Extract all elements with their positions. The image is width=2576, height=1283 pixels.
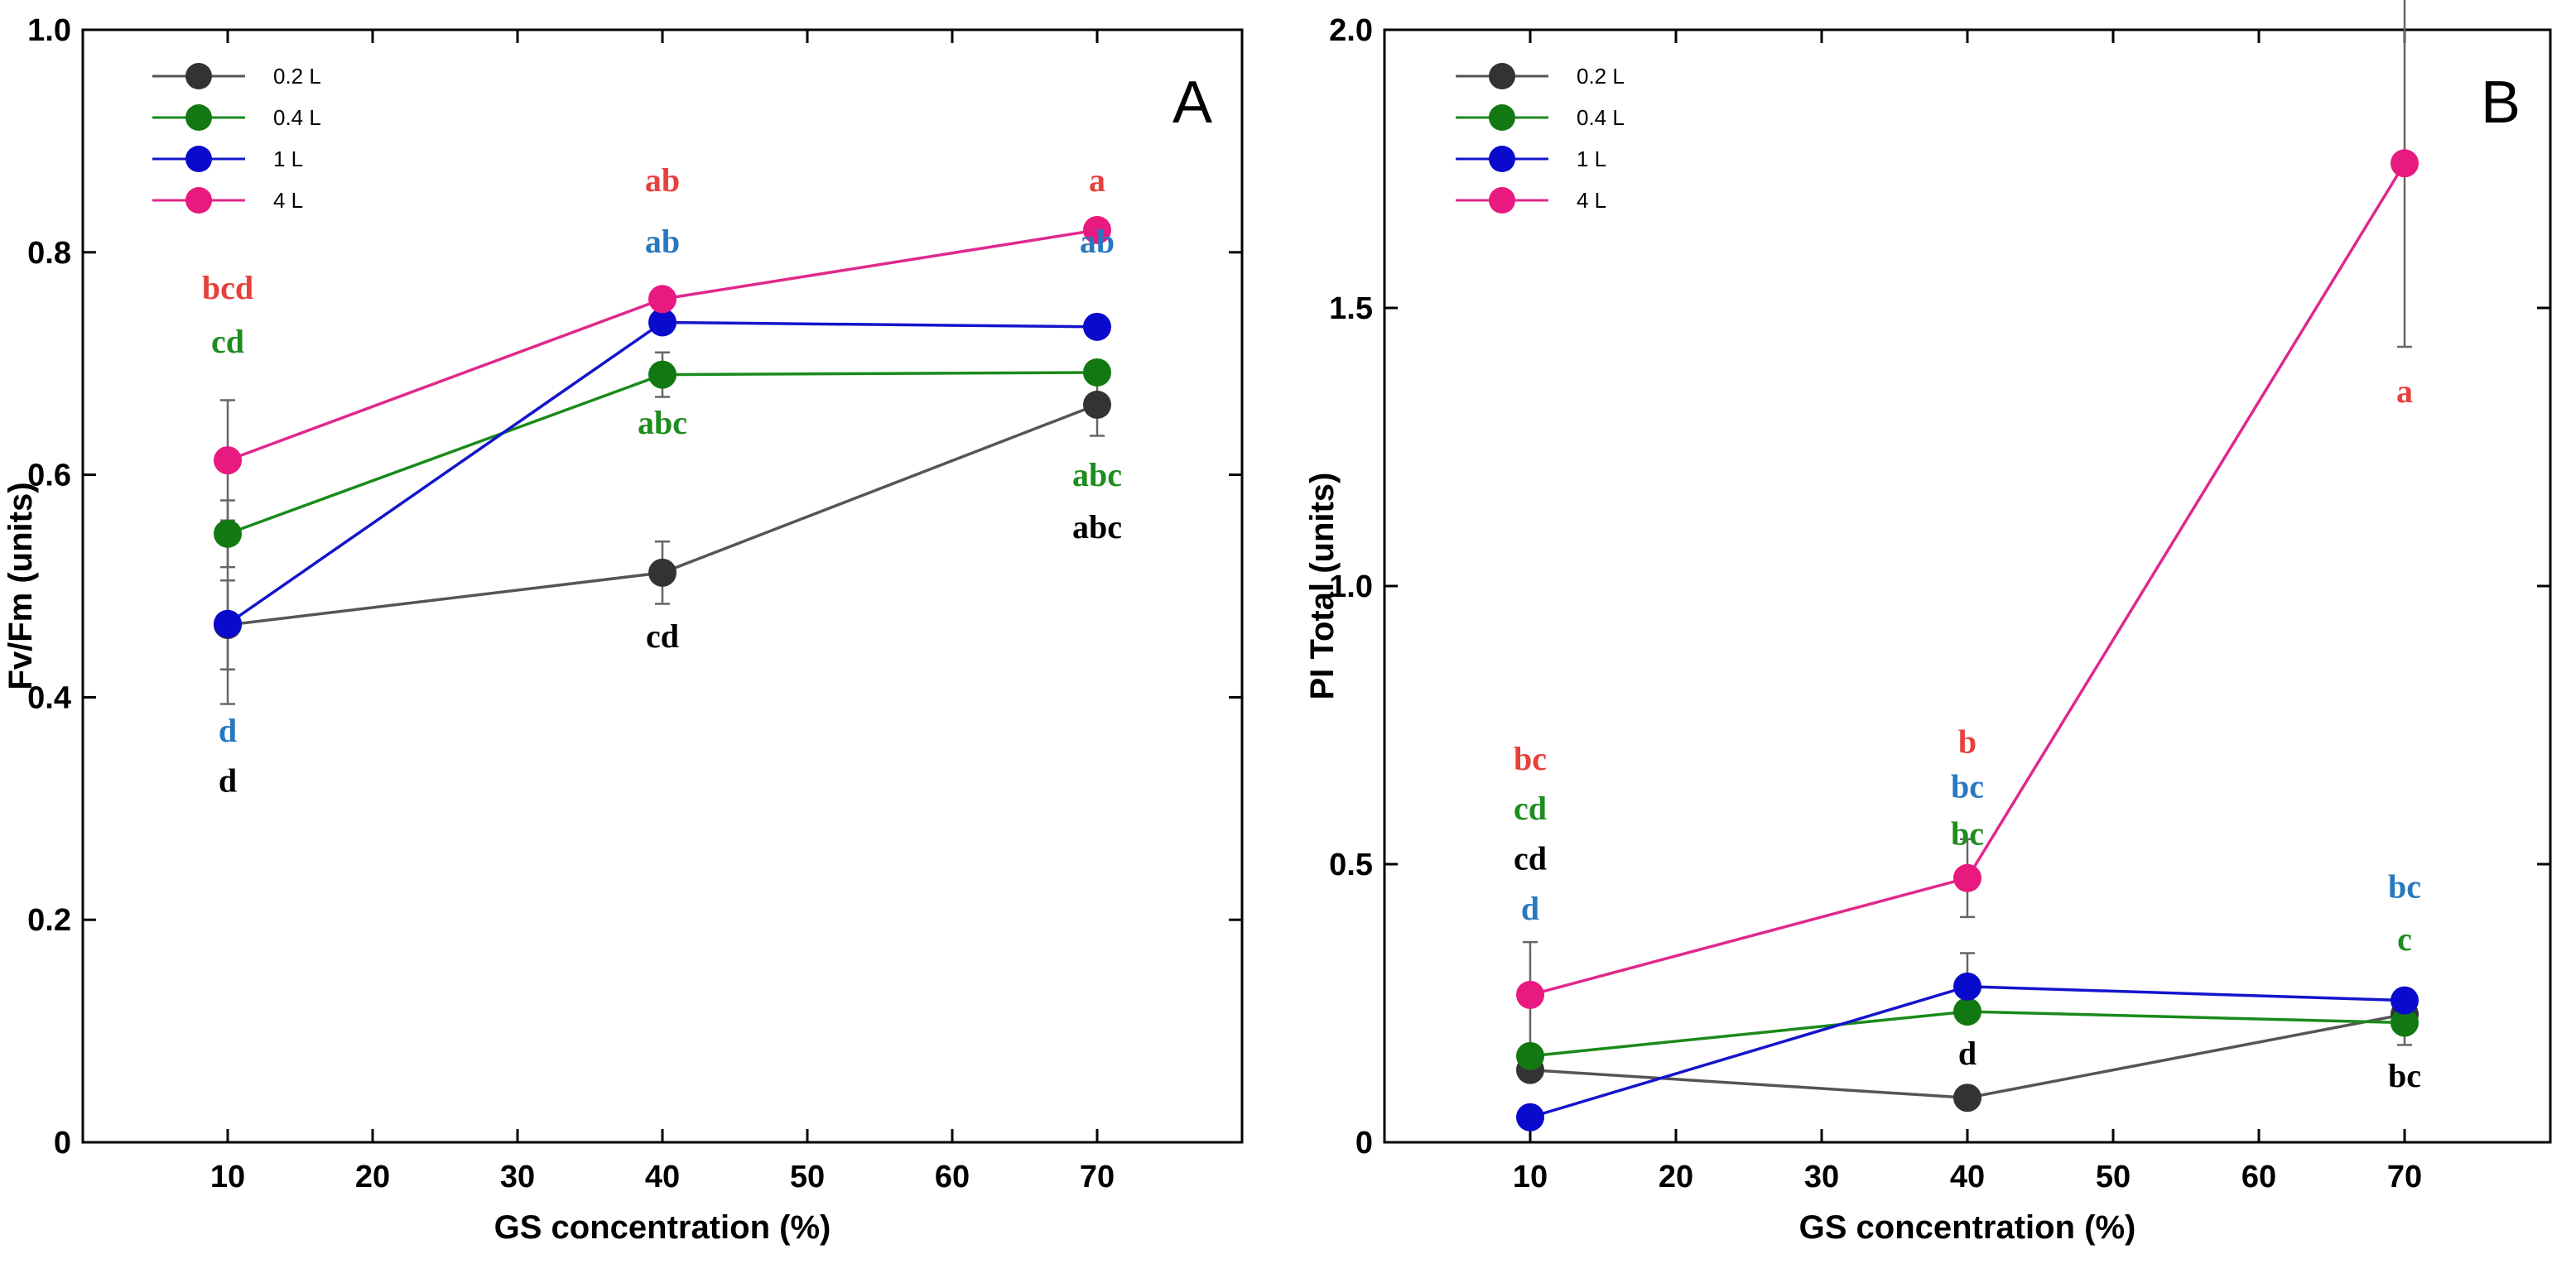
legend-label: 4 L [273,188,303,213]
y-tick-label: 0 [54,1126,71,1160]
data-point [1953,972,1981,1001]
x-axis-label: GS concentration (%) [1799,1209,2136,1246]
data-point [1083,215,1111,244]
data-point [1516,980,1544,1009]
x-tick-label: 40 [645,1160,680,1194]
x-axis-label: GS concentration (%) [494,1209,831,1246]
x-tick-label: 50 [2096,1160,2131,1194]
y-tick-label: 1.0 [27,13,71,48]
significance-label: bc [2388,867,2421,905]
data-point [1516,1103,1544,1132]
y-tick-label: 0 [1355,1126,1373,1160]
legend-label: 1 L [1577,147,1606,171]
legend-label: 0.2 L [273,64,321,89]
significance-label: cd [1514,790,1547,827]
x-tick-label: 30 [1804,1160,1839,1194]
x-tick-label: 20 [355,1160,390,1194]
x-tick-label: 70 [1080,1160,1115,1194]
panel-letter: B [2481,70,2521,136]
legend-marker [1489,104,1515,131]
x-tick-label: 70 [2387,1160,2422,1194]
significance-label: ab [1080,223,1115,260]
data-point [1516,1041,1544,1070]
significance-label: ab [645,223,680,260]
legend-marker [185,104,212,131]
legend-label: 4 L [1577,188,1606,213]
x-tick-label: 20 [1659,1160,1693,1194]
significance-label: a [1089,161,1105,199]
legend-label: 1 L [273,147,303,171]
data-point [648,360,677,389]
data-point [1953,1084,1981,1112]
y-tick-label: 0.2 [27,903,71,938]
significance-label: bc [1951,814,1984,852]
data-point [1083,312,1111,341]
legend-marker [1489,187,1515,214]
significance-label: bc [1514,740,1547,777]
legend-label: 0.4 L [273,105,321,130]
y-tick-label: 0.4 [27,680,71,715]
significance-label: c [2397,920,2412,958]
y-tick-label: 0.6 [27,459,71,493]
y-tick-label: 1.0 [1329,569,1373,604]
data-point [1953,863,1981,892]
legend-marker [185,63,212,89]
legend-marker [185,187,212,214]
legend-label: 0.2 L [1577,64,1625,89]
x-tick-label: 40 [1950,1160,1985,1194]
data-point [214,609,242,638]
significance-label: bcd [202,269,253,306]
y-tick-label: 0.5 [1329,848,1373,882]
data-point [2391,149,2419,178]
panel-letter: A [1172,70,1212,136]
chart-panel-b: 10 20 30 40 50 60 70 0 0.5 1.0 1.5 2.0 GS concentrat… [1304,0,2552,1246]
significance-label: d [1958,1035,1977,1072]
data-point [1953,997,1981,1026]
significance-label: ab [645,161,680,199]
x-tick-label: 10 [210,1160,245,1194]
significance-label: bc [1951,767,1984,805]
significance-label: a [2396,372,2413,410]
data-point [648,558,677,587]
x-tick-label: 60 [935,1160,970,1194]
significance-label: d [219,712,237,749]
data-point [648,308,677,337]
significance-label: cd [646,617,679,655]
legend-marker [1489,146,1515,172]
legend-marker [1489,63,1515,89]
significance-label: cd [211,323,244,360]
y-tick-label: 1.5 [1329,291,1373,326]
data-point [648,285,677,314]
significance-label: abc [1072,456,1122,493]
chart-panel-a: 10 20 30 40 50 60 70 0 0.2 0.4 0.6 0.8 1.0 GS concent… [2,13,1244,1246]
data-point [2391,1008,2419,1037]
significance-label: cd [1514,840,1547,877]
significance-label: d [1521,890,1539,927]
data-point [214,446,242,475]
significance-label: d [219,762,237,800]
significance-label: bc [2388,1057,2421,1094]
significance-label: abc [1072,508,1122,545]
data-point [214,519,242,548]
x-tick-label: 60 [2241,1160,2276,1194]
y-tick-label: 0.8 [27,236,71,271]
y-axis-label: Fv/Fm (units) [2,482,39,690]
x-tick-label: 30 [500,1160,535,1194]
y-tick-label: 2.0 [1329,13,1373,48]
data-point [1083,358,1111,387]
legend-label: 0.4 L [1577,105,1625,130]
x-tick-label: 50 [790,1160,825,1194]
significance-label: abc [638,404,687,441]
y-axis-label: PI Total (units) [1304,473,1341,700]
data-point [1083,390,1111,419]
data-point [2391,986,2419,1015]
legend-marker [185,146,212,172]
significance-label: b [1958,723,1977,761]
x-tick-label: 10 [1513,1160,1548,1194]
